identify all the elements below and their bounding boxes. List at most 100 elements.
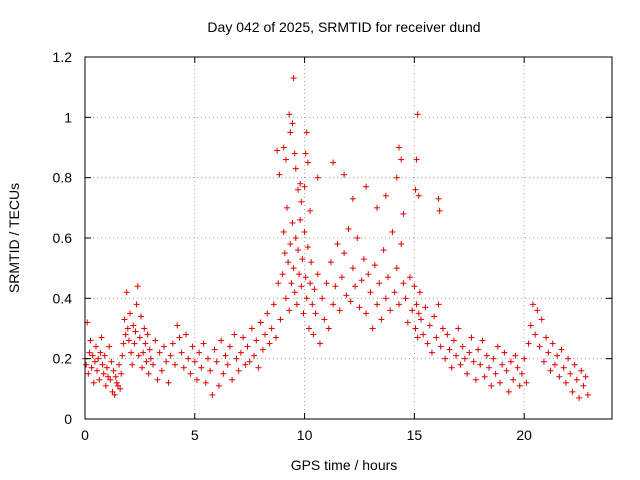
data-point xyxy=(371,262,378,269)
data-point xyxy=(165,379,172,386)
data-point xyxy=(319,295,326,302)
data-point xyxy=(433,334,440,341)
data-point xyxy=(464,370,471,377)
chart-title: Day 042 of 2025, SRMTID for receiver dun… xyxy=(207,19,480,35)
data-point xyxy=(122,331,129,338)
data-point xyxy=(215,382,222,389)
data-point xyxy=(169,340,176,347)
data-point xyxy=(582,373,589,380)
data-point xyxy=(477,361,484,368)
data-point xyxy=(268,325,275,332)
data-point xyxy=(389,228,396,235)
data-point xyxy=(349,265,356,272)
data-point xyxy=(220,370,227,377)
data-point xyxy=(576,394,583,401)
data-point xyxy=(131,340,138,347)
data-point xyxy=(244,343,251,350)
y-tick-label: 0.4 xyxy=(53,290,73,306)
data-point xyxy=(167,352,174,359)
data-point xyxy=(556,373,563,380)
data-point xyxy=(242,361,249,368)
data-point xyxy=(316,340,323,347)
data-point xyxy=(363,183,370,190)
data-point xyxy=(490,355,497,362)
data-point xyxy=(128,349,135,356)
data-point xyxy=(172,361,179,368)
x-tick-label: 20 xyxy=(516,427,532,443)
data-point xyxy=(117,385,124,392)
data-point xyxy=(286,111,293,118)
data-point xyxy=(109,388,116,395)
data-point xyxy=(308,259,315,266)
data-point xyxy=(455,325,462,332)
data-point xyxy=(525,340,532,347)
data-point xyxy=(99,361,106,368)
data-point xyxy=(510,376,517,383)
data-point xyxy=(204,355,211,362)
data-point xyxy=(521,355,528,362)
data-point xyxy=(529,301,536,308)
data-point xyxy=(488,382,495,389)
y-tick-label: 1.2 xyxy=(53,49,73,65)
data-point xyxy=(90,379,97,386)
data-point xyxy=(426,322,433,329)
data-point xyxy=(358,277,365,284)
data-point xyxy=(280,144,287,151)
data-point xyxy=(158,367,165,374)
data-point xyxy=(287,129,294,136)
data-point xyxy=(382,192,389,199)
data-point xyxy=(152,337,159,344)
data-point xyxy=(414,334,421,341)
data-point xyxy=(180,364,187,371)
data-point xyxy=(312,310,319,317)
data-point xyxy=(382,295,389,302)
data-point xyxy=(298,283,305,290)
data-point xyxy=(292,235,299,241)
data-point xyxy=(111,391,118,398)
data-point xyxy=(102,382,109,389)
data-point xyxy=(275,280,282,287)
data-point xyxy=(435,195,442,202)
data-point xyxy=(436,207,443,214)
data-point xyxy=(391,289,398,296)
data-point xyxy=(123,289,130,296)
data-point xyxy=(404,319,411,326)
data-point xyxy=(106,343,113,350)
data-point xyxy=(280,228,287,235)
data-point xyxy=(200,340,207,347)
data-point xyxy=(448,364,455,371)
x-tick-label: 0 xyxy=(81,427,89,443)
data-point xyxy=(453,352,460,359)
data-point xyxy=(120,340,127,347)
data-point xyxy=(468,334,475,341)
data-point xyxy=(97,349,104,356)
data-point xyxy=(479,337,486,344)
data-point xyxy=(116,361,123,368)
data-point xyxy=(309,301,316,308)
y-tick-label: 0.2 xyxy=(53,351,73,367)
data-point xyxy=(291,150,298,157)
x-tick-labels: 0 5 10 15 20 xyxy=(81,427,532,443)
data-point xyxy=(300,310,307,317)
data-point xyxy=(163,358,170,365)
data-point xyxy=(349,195,356,202)
data-point xyxy=(402,295,409,302)
data-point xyxy=(396,301,403,308)
data-point xyxy=(400,280,407,287)
data-point xyxy=(314,174,321,181)
data-point xyxy=(88,364,95,371)
data-point xyxy=(578,367,585,374)
data-point xyxy=(492,370,499,377)
data-point xyxy=(569,388,576,395)
data-point xyxy=(341,171,348,178)
data-point xyxy=(107,376,114,383)
y-tick-labels: 0 0.2 0.4 0.6 0.8 1 1.2 xyxy=(53,49,73,427)
data-point xyxy=(400,210,407,217)
data-point xyxy=(289,219,296,226)
data-point xyxy=(547,367,554,374)
data-point xyxy=(302,150,309,157)
data-point xyxy=(255,364,262,371)
data-point xyxy=(304,244,311,251)
data-point xyxy=(124,325,131,332)
